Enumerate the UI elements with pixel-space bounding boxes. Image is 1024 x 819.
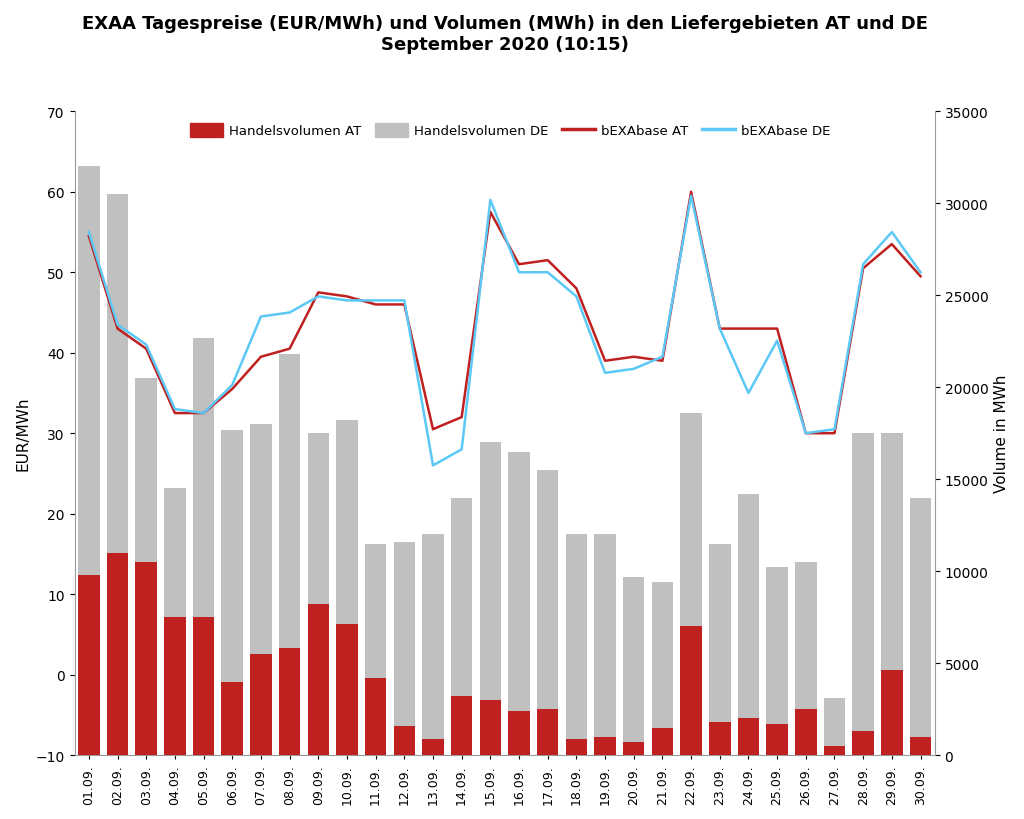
Bar [78,575,99,755]
Bar [451,498,472,755]
Bar [766,724,787,755]
Bar [680,627,701,755]
Bar [250,654,271,755]
Bar [336,625,357,755]
Y-axis label: Volume in MWh: Volume in MWh [994,374,1009,493]
Bar [279,649,300,755]
Bar [135,563,157,755]
Bar [594,535,615,755]
Bar [766,568,787,755]
Bar [651,582,673,755]
Bar [479,443,501,755]
Bar [709,544,730,755]
Bar [709,722,730,755]
Bar [307,604,329,755]
Bar [737,718,759,755]
Bar [823,699,845,755]
Bar [881,671,902,755]
Bar [651,727,673,755]
Bar [193,338,214,755]
Bar [508,452,529,755]
Bar [221,681,243,755]
Bar [909,737,931,755]
Bar [881,434,902,755]
Bar [795,563,816,755]
Bar [537,470,558,755]
Legend: Handelsvolumen AT, Handelsvolumen DE, bEXAbase AT, bEXAbase DE: Handelsvolumen AT, Handelsvolumen DE, bE… [184,119,836,143]
Bar [106,553,128,755]
Bar [307,434,329,755]
Bar [279,355,300,755]
Bar [422,739,443,755]
Bar [250,424,271,755]
Bar [393,542,415,755]
Bar [823,746,845,755]
Bar [221,430,243,755]
Bar [623,742,644,755]
Bar [393,726,415,755]
Bar [365,544,386,755]
Bar [164,618,185,755]
Bar [164,489,185,755]
Bar [737,495,759,755]
Bar [795,709,816,755]
Bar [594,737,615,755]
Bar [336,421,357,755]
Bar [537,709,558,755]
Bar [565,739,587,755]
Bar [508,711,529,755]
Bar [106,195,128,755]
Bar [479,700,501,755]
Title: EXAA Tagespreise (EUR/MWh) und Volumen (MWh) in den Liefergebieten AT und DE
Sep: EXAA Tagespreise (EUR/MWh) und Volumen (… [82,15,928,54]
Bar [680,414,701,755]
Bar [365,678,386,755]
Bar [623,577,644,755]
Bar [135,378,157,755]
Bar [565,535,587,755]
Bar [909,498,931,755]
Bar [78,167,99,755]
Bar [852,731,873,755]
Y-axis label: EUR/MWh: EUR/MWh [15,396,30,471]
Bar [193,618,214,755]
Bar [451,696,472,755]
Bar [852,434,873,755]
Bar [422,535,443,755]
